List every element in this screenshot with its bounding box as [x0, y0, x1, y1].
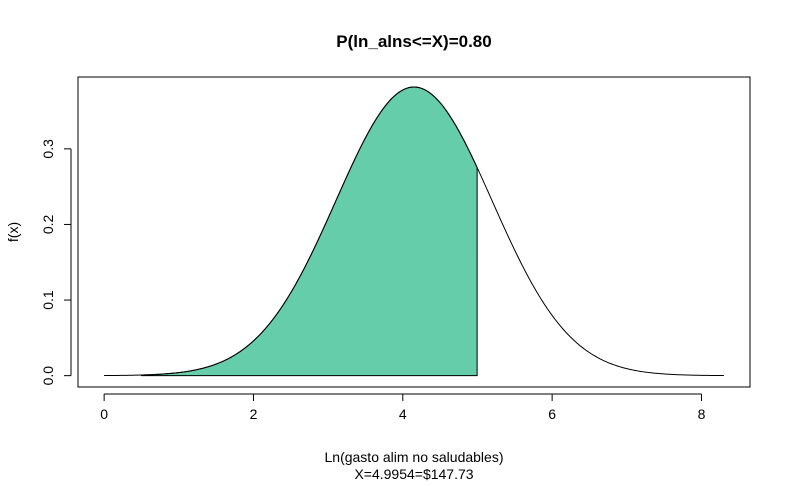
x-tick-label: 6: [548, 406, 556, 422]
y-tick-label: 0.2: [40, 214, 56, 234]
shaded-probability-area: [140, 86, 478, 377]
y-tick-label: 0.1: [40, 290, 56, 310]
y-tick-label: 0.0: [40, 366, 56, 386]
density-curve: [104, 86, 724, 377]
x-tick-label: 8: [698, 406, 706, 422]
x-axis-sublabel: X=4.9954=$147.73: [354, 466, 473, 482]
x-tick-label: 0: [100, 406, 108, 422]
y-axis: 0.0 0.1 0.2 0.3: [40, 139, 72, 386]
y-tick-label: 0.3: [40, 139, 56, 159]
plot-layer: [104, 86, 724, 377]
x-tick-label: 2: [250, 406, 258, 422]
plot-frame: [77, 76, 751, 388]
x-tick-label: 4: [399, 406, 407, 422]
x-axis: 0 2 4 6 8: [100, 393, 706, 422]
chart-title: P(ln_alns<=X)=0.80: [336, 32, 491, 51]
x-axis-label: Ln(gasto alim no saludables): [325, 449, 504, 465]
y-axis-label: f(x): [5, 222, 21, 242]
